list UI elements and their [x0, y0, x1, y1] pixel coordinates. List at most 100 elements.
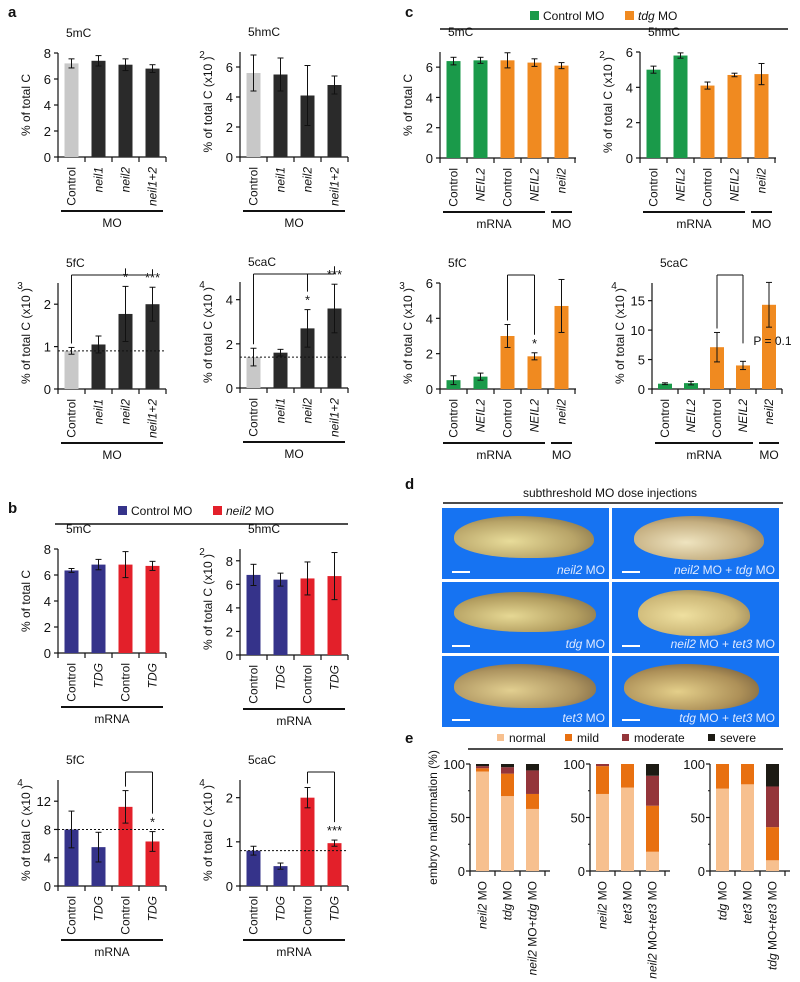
bar: [91, 847, 106, 886]
x-tick-label: NEIL2: [674, 168, 688, 202]
y-tick-label: 50: [691, 811, 705, 826]
bar: [273, 352, 288, 388]
photo-label: neil2 MO + tet3 MO: [670, 637, 775, 651]
chart-title: 5fC: [66, 256, 85, 270]
panel-label-b: b: [8, 500, 18, 517]
legend-swatch: [213, 506, 222, 515]
x-tick-label: neil2: [301, 398, 315, 424]
y-tick-label: 2: [626, 116, 633, 131]
bar: [646, 69, 661, 158]
significance-stars: ***: [145, 270, 160, 285]
y-tick-label: 0: [44, 879, 51, 894]
x-tick-label: Control: [65, 167, 79, 206]
chart-title: 5hmC: [648, 25, 680, 39]
significance-stars: *: [532, 336, 537, 351]
bar: [64, 829, 79, 886]
y-tick-label: 6: [626, 45, 633, 60]
significance-stars: ***: [327, 823, 342, 838]
y-axis-label: % of total C (x10 ): [401, 288, 415, 384]
y-tick-label: 4: [44, 594, 51, 609]
y-tick-label: 2: [226, 791, 233, 806]
legend-label: severe: [720, 731, 756, 745]
y-tick-label: 8: [44, 822, 51, 837]
bar: [246, 850, 261, 886]
bar: [554, 65, 569, 158]
y-tick-label: 0: [426, 382, 433, 397]
stacked-segment-severe: [646, 764, 659, 776]
significance-stars: *: [305, 293, 310, 308]
x-tick-label: NEIL2: [474, 399, 488, 433]
significance-stars: *: [150, 815, 155, 830]
photo-label: neil2 MO: [556, 563, 605, 577]
chart-title: 5mC: [66, 522, 92, 536]
y-tick-label: 4: [44, 851, 51, 866]
embryo-photo-grid: neil2 MO neil2 MO + tdg MO tdg MO neil2 …: [442, 508, 779, 728]
bar: [473, 60, 488, 159]
y-tick-label: 6: [44, 72, 51, 87]
photo-label: neil2 MO + tdg MO: [673, 563, 775, 577]
y-tick-label: 0: [226, 150, 233, 165]
scale-bar: [622, 719, 640, 721]
legend-label: normal: [509, 731, 546, 745]
bar: [300, 797, 315, 886]
panel-label-e: e: [405, 730, 414, 747]
y-tick-label: 5: [638, 353, 645, 368]
x-tick-label: TDG: [328, 896, 342, 921]
chart-title: 5hmC: [248, 25, 280, 39]
bar: [473, 376, 488, 389]
stacked-segment-mild: [526, 793, 539, 809]
bar: [710, 347, 724, 389]
x-tick-label: neil1: [92, 167, 106, 192]
group-label: MO: [284, 216, 303, 230]
x-tick-label: TDG: [146, 896, 160, 921]
bar: [118, 806, 133, 886]
group-label: mRNA: [686, 448, 721, 462]
y-axis-label: % of total C (x10 ): [601, 57, 615, 153]
bar: [327, 85, 342, 157]
embryo-image: [454, 592, 596, 632]
x-tick-label: neil1: [274, 167, 288, 192]
bar: [145, 565, 160, 653]
y-tick-label: 6: [426, 60, 433, 75]
x-tick-label: tet3 MO: [621, 881, 635, 924]
y-tick-label: 8: [44, 46, 51, 61]
chart-title: 5hmC: [248, 522, 280, 536]
embryo-image: [454, 664, 596, 708]
significance-stars: ***: [327, 267, 342, 282]
bar: [446, 61, 461, 159]
group-label: mRNA: [94, 712, 129, 726]
x-tick-label: Control: [65, 896, 79, 935]
bar: [673, 55, 688, 158]
x-tick-label: Control: [447, 399, 461, 438]
x-tick-label: neil2: [119, 399, 133, 425]
x-tick-label: neil1+2: [328, 167, 342, 206]
x-tick-label: neil1: [274, 398, 288, 423]
bar: [300, 578, 315, 655]
y-tick-label: 50: [571, 811, 585, 826]
group-label: MO: [752, 217, 771, 231]
y-tick-label: 4: [426, 311, 433, 326]
bar: [145, 68, 160, 157]
scale-bar: [452, 719, 470, 721]
x-tick-label: neil2 MO: [596, 881, 610, 929]
bar: [327, 576, 342, 655]
y-axis-exponent: 4: [611, 281, 617, 292]
bar: [527, 62, 542, 158]
stacked-segment-mild: [476, 768, 489, 772]
y-axis-exponent: 3: [17, 281, 23, 292]
x-tick-label: neil2: [755, 168, 769, 194]
embryo-photo-tdg-tet3: tdg MO + tet3 MO: [612, 656, 779, 727]
stacked-segment-normal: [596, 793, 609, 871]
y-tick-label: 1: [226, 835, 233, 850]
stacked-segment-moderate: [526, 770, 539, 794]
y-tick-label: 6: [226, 60, 233, 75]
legend-swatch: [565, 734, 572, 741]
y-tick-label: 4: [626, 80, 633, 95]
y-tick-label: 2: [226, 624, 233, 639]
scale-bar: [622, 645, 640, 647]
x-tick-label: neil2: [301, 167, 315, 193]
bar: [118, 313, 133, 389]
y-tick-label: 100: [443, 757, 465, 772]
y-tick-label: 6: [426, 276, 433, 291]
bar: [500, 60, 515, 159]
